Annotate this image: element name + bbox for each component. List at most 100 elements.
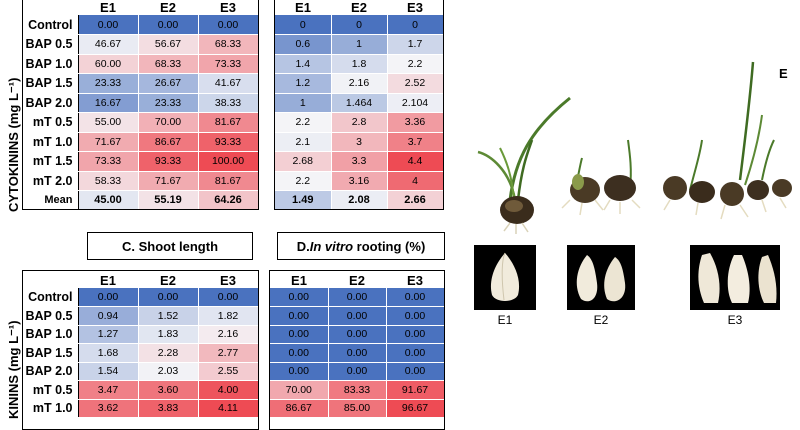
table-cell: 0.00 bbox=[386, 362, 445, 381]
col-header: E1 bbox=[291, 272, 307, 288]
row-label: BAP 2.0 bbox=[22, 93, 79, 113]
table-row: 1.49 2.08 2.66 bbox=[275, 190, 444, 211]
y-axis-label-bottom: KININS (mg L⁻¹) bbox=[6, 320, 21, 419]
table-cell: 56.67 bbox=[138, 34, 199, 55]
col-header: E3 bbox=[407, 0, 423, 15]
table-cell: 2.52 bbox=[387, 73, 444, 94]
panel-title-c-text: C. Shoot length bbox=[121, 238, 219, 254]
col-header: E3 bbox=[407, 272, 423, 288]
frame-table-a bbox=[22, 0, 259, 210]
table-cell: 4 bbox=[387, 171, 444, 191]
table-cell: 0.00 bbox=[78, 15, 139, 35]
table-cell: 0.00 bbox=[328, 306, 387, 326]
table-row: BAP 1.0 60.00 68.33 73.33 bbox=[22, 54, 259, 74]
table-cell: 2.08 bbox=[331, 190, 388, 211]
table-row: 0.00 0.00 0.00 bbox=[270, 343, 445, 363]
panel-title-d: D. In vitro rooting (%) bbox=[277, 232, 445, 260]
table-row: 1.4 1.8 2.2 bbox=[275, 54, 444, 74]
table-cell: 0 bbox=[387, 15, 444, 35]
table-row: mT 1.0 71.67 86.67 93.33 bbox=[22, 132, 259, 152]
row-label: BAP 1.5 bbox=[22, 73, 79, 94]
col-header: E3 bbox=[220, 0, 236, 15]
table-cell: 0 bbox=[331, 15, 388, 35]
table-row: Control 0.00 0.00 0.00 bbox=[22, 15, 259, 35]
table-cell: 83.33 bbox=[328, 380, 387, 400]
table-row: mT 0.5 55.00 70.00 81.67 bbox=[22, 112, 259, 133]
table-row: BAP 1.5 1.68 2.28 2.77 bbox=[22, 343, 259, 363]
table-cell: 1.82 bbox=[198, 306, 259, 326]
table-cell: 0.00 bbox=[328, 325, 387, 344]
table-cell: 2.55 bbox=[198, 362, 259, 381]
table-cell: 0.00 bbox=[328, 288, 387, 307]
table-row: Control 0.00 0.00 0.00 bbox=[22, 288, 259, 307]
table-cell: 0.00 bbox=[270, 325, 329, 344]
row-label: Control bbox=[22, 15, 79, 35]
table-cell: 2.03 bbox=[138, 362, 199, 381]
bulb-photo-e3 bbox=[690, 245, 780, 310]
table-row: 2.2 3.16 4 bbox=[275, 171, 444, 191]
panel-title-d-italic: In vitro bbox=[309, 238, 354, 254]
table-cell: 1.4 bbox=[275, 54, 332, 74]
table-cell: 0 bbox=[275, 15, 332, 35]
table-row: 70.00 83.33 91.67 bbox=[270, 380, 445, 400]
col-header: E3 bbox=[220, 272, 236, 288]
table-cell: 0.00 bbox=[270, 306, 329, 326]
table-cell: 3.7 bbox=[387, 132, 444, 152]
plantlet-e3 bbox=[663, 61, 792, 220]
table-cell: 38.33 bbox=[198, 93, 259, 113]
col-header: E1 bbox=[100, 0, 116, 15]
table-d: E1 E2 E3 0.00 0.00 0.00 0.00 0.00 0.00 0.00 0.0… bbox=[270, 272, 445, 418]
table-cell: 46.67 bbox=[78, 34, 139, 55]
table-row: mT 1.0 3.62 3.83 4.11 bbox=[22, 399, 259, 418]
table-cell: 55.00 bbox=[78, 112, 139, 133]
table-cell: 1.83 bbox=[138, 325, 199, 344]
panel-title-c: C. Shoot length bbox=[87, 232, 253, 260]
table-cell: 2.104 bbox=[387, 93, 444, 113]
row-label: Control bbox=[22, 288, 79, 307]
table-cell: 3 bbox=[331, 132, 388, 152]
table-row: 0.00 0.00 0.00 bbox=[270, 306, 445, 326]
table-cell: 70.00 bbox=[138, 112, 199, 133]
frame-table-c bbox=[22, 270, 259, 430]
table-row: BAP 1.0 1.27 1.83 2.16 bbox=[22, 325, 259, 344]
table-cell: 93.33 bbox=[138, 151, 199, 172]
table-cell: 0.00 bbox=[270, 288, 329, 307]
row-label: mT 2.0 bbox=[22, 171, 79, 191]
table-cell: 68.33 bbox=[198, 34, 259, 55]
table-cell: 2.16 bbox=[198, 325, 259, 344]
table-cell: 85.00 bbox=[328, 399, 387, 418]
table-cell: 1.8 bbox=[331, 54, 388, 74]
plantlet-e2 bbox=[561, 139, 641, 216]
bulb-photo-e1 bbox=[474, 245, 536, 310]
table-cell: 1 bbox=[275, 93, 332, 113]
table-cell: 1.49 bbox=[275, 190, 332, 211]
table-cell: 1.52 bbox=[138, 306, 199, 326]
table-cell: 0.00 bbox=[138, 288, 199, 307]
row-label: BAP 1.5 bbox=[22, 343, 79, 363]
table-cell: 1 bbox=[331, 34, 388, 55]
table-cell: 2.2 bbox=[275, 112, 332, 133]
table-cell: 60.00 bbox=[78, 54, 139, 74]
table-cell: 58.33 bbox=[78, 171, 139, 191]
table-cell: 3.3 bbox=[331, 151, 388, 172]
table-row: 1 1.464 2.104 bbox=[275, 93, 444, 113]
table-row: 2.1 3 3.7 bbox=[275, 132, 444, 152]
table-cell: 2.77 bbox=[198, 343, 259, 363]
frame-table-d bbox=[269, 270, 445, 430]
table-cell: 41.67 bbox=[198, 73, 259, 94]
table-cell: 0.00 bbox=[138, 15, 199, 35]
table-cell: 71.67 bbox=[78, 132, 139, 152]
table-row: BAP 0.5 46.67 56.67 68.33 bbox=[22, 34, 259, 55]
table-cell: 0.00 bbox=[386, 343, 445, 363]
table-cell: 4.11 bbox=[198, 399, 259, 418]
table-row: mT 1.5 73.33 93.33 100.00 bbox=[22, 151, 259, 172]
table-cell: 81.67 bbox=[198, 171, 259, 191]
table-cell: 73.33 bbox=[78, 151, 139, 172]
panel-title-d-suffix: rooting (%) bbox=[353, 238, 426, 254]
table-cell: 86.67 bbox=[138, 132, 199, 152]
table-cell: 0.00 bbox=[328, 343, 387, 363]
table-cell: 2.1 bbox=[275, 132, 332, 152]
table-cell: 1.7 bbox=[387, 34, 444, 55]
table-cell: 16.67 bbox=[78, 93, 139, 113]
table-cell: 2.28 bbox=[138, 343, 199, 363]
